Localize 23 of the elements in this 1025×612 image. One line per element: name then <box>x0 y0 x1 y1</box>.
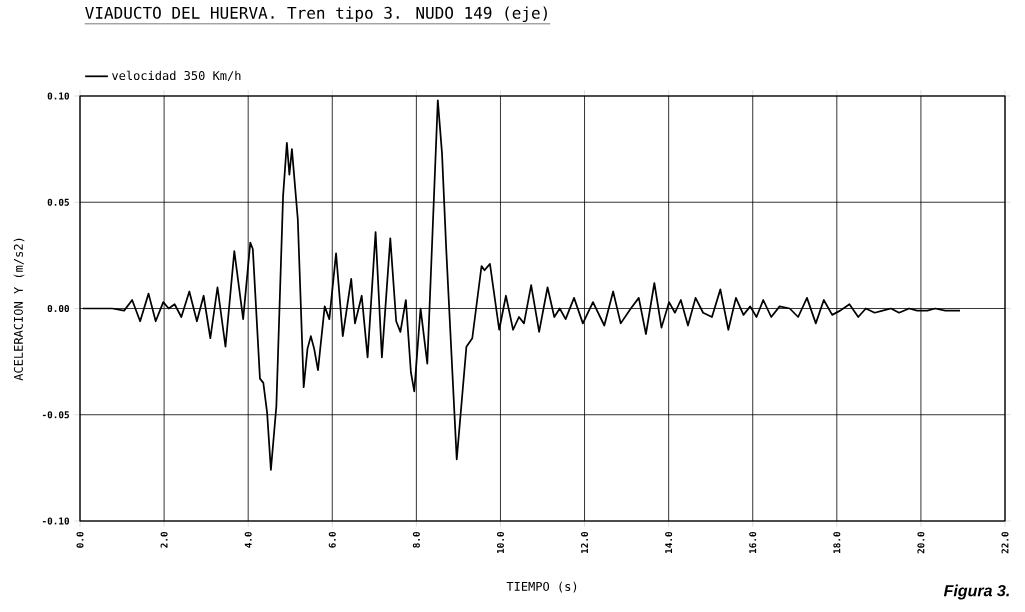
y-tick-label: 0.00 <box>47 304 70 313</box>
y-tick-label: -0.05 <box>42 411 69 419</box>
y-tick-label: 0.10 <box>47 92 70 100</box>
x-tick-label: 10.0 <box>496 531 504 554</box>
x-axis-title: TIEMPO (s) <box>506 581 577 593</box>
x-tick-label: 12.0 <box>581 531 589 554</box>
y-tick-label: 0.05 <box>47 198 69 206</box>
x-tick-label: 8.0 <box>412 531 420 548</box>
x-tick-label: 6.0 <box>328 531 336 548</box>
line-series <box>82 99 961 471</box>
x-tick-label: 0.0 <box>76 531 84 548</box>
x-tick-label: 20.0 <box>917 531 925 554</box>
x-tick-label: 18.0 <box>833 531 841 554</box>
x-tick-label: 14.0 <box>665 531 673 554</box>
chart-title: VIADUCTO DEL HUERVA. Tren tipo 3. NUDO 149 (eje) <box>85 6 547 22</box>
x-tick-label: 2.0 <box>160 531 168 548</box>
y-tick-label: -0.10 <box>42 517 70 525</box>
x-tick-label: 22.0 <box>1001 531 1009 554</box>
text: Figura 3. <box>943 584 1009 600</box>
x-tick-label: 4.0 <box>244 531 252 548</box>
x-tick-label: 16.0 <box>749 531 757 554</box>
legend-label: velocidad 350 Km/h <box>112 70 241 82</box>
y-axis-title: ACELERACION Y (m/s2) <box>13 238 25 381</box>
